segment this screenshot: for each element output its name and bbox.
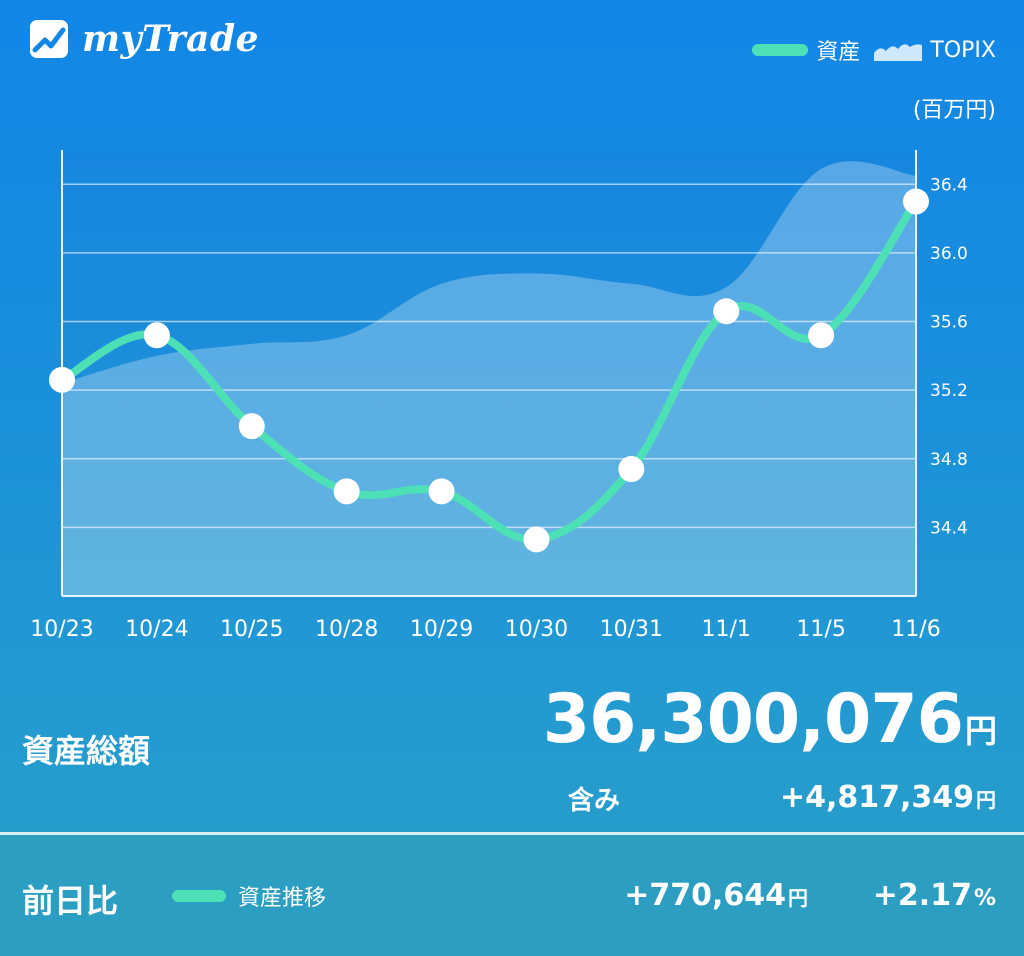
y-tick-label: 36.0 (930, 244, 968, 264)
legend-asset-label: 資産 (816, 40, 861, 65)
percent-sign: % (973, 886, 996, 911)
x-tick-label: 11/6 (891, 617, 940, 642)
total-assets-value: 36,300,076円 (542, 680, 997, 759)
x-tick-label: 11/5 (796, 617, 845, 642)
x-tick-label: 10/24 (125, 617, 188, 642)
x-tick-label: 10/25 (220, 617, 283, 642)
x-tick-label: 11/1 (702, 617, 751, 642)
total-yen-unit: 円 (964, 712, 997, 750)
y-tick-label: 34.8 (930, 450, 968, 470)
chart-legend: 資産 TOPIX (752, 34, 996, 66)
x-tick-label: 10/29 (410, 617, 473, 642)
asset-point-10-29[interactable] (428, 478, 455, 505)
asset-point-10-28[interactable] (333, 478, 360, 505)
x-tick-label: 10/30 (505, 617, 568, 642)
asset-point-10-30[interactable] (523, 526, 550, 553)
y-tick-label: 35.2 (930, 381, 968, 401)
topix-area (62, 161, 916, 596)
legend-asset: 資産 (752, 34, 860, 66)
area-chart-icon (874, 44, 923, 61)
x-tick-label: 10/31 (600, 617, 663, 642)
asset-trend-swatch (172, 890, 226, 902)
app-logo: myTrade (30, 18, 259, 60)
asset-point-11-1[interactable] (713, 298, 740, 325)
daily-change-amount-value: +770,644 (624, 878, 786, 913)
y-tick-label: 34.4 (930, 518, 968, 538)
x-tick-label: 10/28 (315, 617, 378, 642)
unrealized-amount: +4,817,349 (779, 780, 974, 815)
asset-point-10-31[interactable] (618, 456, 645, 483)
app-name: myTrade (82, 18, 260, 60)
y-axis-unit: (百万円) (912, 98, 996, 123)
chart-logo-icon (30, 20, 68, 58)
legend-asset-swatch (752, 44, 809, 56)
total-assets-amount: 36,300,076 (542, 680, 964, 759)
footer-bar (0, 835, 1024, 956)
x-tick-label: 10/23 (30, 617, 93, 642)
asset-point-10-23[interactable] (49, 366, 75, 393)
asset-point-10-24[interactable] (143, 322, 170, 349)
unrealized-label: 含み (568, 786, 621, 816)
y-tick-label: 36.4 (930, 175, 968, 195)
asset-line (58, 197, 920, 544)
daily-change-percent: +2.17% (873, 878, 996, 913)
daily-change-amount: +770,644 円 (624, 878, 808, 913)
unrealized-value: +4,817,349 円 (780, 780, 996, 815)
legend-topix: TOPIX (874, 38, 996, 63)
legend-topix-label: TOPIX (930, 37, 996, 63)
daily-change-label: 前日比 (22, 882, 119, 920)
daily-change-percent-value: +2.17 (872, 878, 972, 913)
total-assets-label: 資産総額 (22, 732, 151, 770)
asset-point-11-5[interactable] (808, 322, 835, 349)
asset-chart: 34.4 34.8 35.2 35.6 36.0 36.4 10/23 10/24 10/25… (30, 150, 968, 642)
asset-trend-toggle[interactable]: 資産推移 (172, 880, 326, 912)
asset-point-10-25[interactable] (238, 413, 265, 440)
asset-trend-label: 資産推移 (238, 886, 327, 911)
unrealized-yen-unit: 円 (976, 788, 996, 812)
divider (0, 832, 1024, 835)
asset-point-11-6[interactable] (903, 188, 929, 215)
daily-change-yen-unit: 円 (788, 886, 808, 910)
y-tick-label: 35.6 (930, 313, 968, 333)
